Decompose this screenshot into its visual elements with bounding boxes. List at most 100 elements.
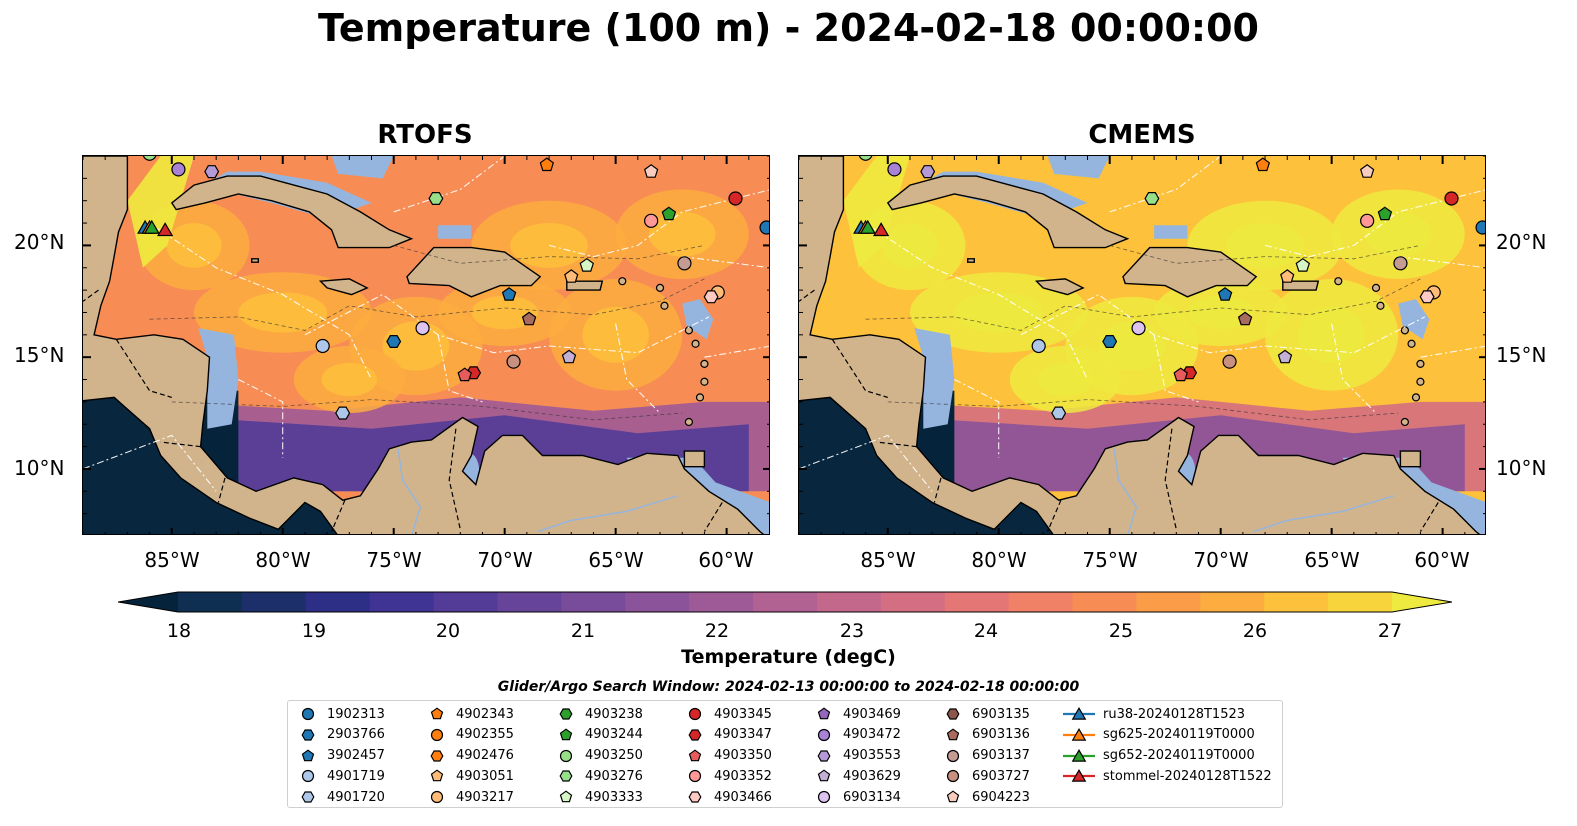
legend-marker <box>946 749 960 762</box>
eez-boundary <box>149 222 372 380</box>
legend-item: 6903136 <box>941 725 1030 745</box>
hexagon-icon <box>817 749 831 762</box>
legend-item: 4903051 <box>425 766 514 786</box>
lat-label-right: 15°N <box>1496 343 1547 367</box>
legend-marker <box>1071 769 1087 783</box>
colorbar-segment <box>944 592 1010 612</box>
warm-eddy-core <box>166 223 222 268</box>
lon-label: 80°W <box>255 548 311 572</box>
pentagon-icon <box>430 707 444 720</box>
pentagon-icon <box>430 769 444 782</box>
colorbar-segment <box>369 592 435 612</box>
legend-label: 4903352 <box>714 768 772 784</box>
float-marker <box>1393 256 1408 271</box>
legend-item: 4903469 <box>812 704 901 724</box>
legend-marker <box>559 790 573 803</box>
antilles-island <box>1334 277 1343 286</box>
hexagon-icon <box>430 749 444 762</box>
legend-label: 4903345 <box>714 706 772 722</box>
triangle-icon <box>1063 769 1095 783</box>
float-marker <box>335 406 351 420</box>
shallow-shelf <box>1398 299 1430 340</box>
pacific-coastline <box>83 396 338 534</box>
legend-marker <box>688 707 702 721</box>
legend-label: 4903051 <box>456 768 514 784</box>
legend-item: 6903134 <box>812 787 901 807</box>
float-marker <box>1031 338 1046 354</box>
country-border <box>831 338 888 398</box>
warm-eddy-core <box>510 223 588 268</box>
cmems-map[interactable] <box>798 155 1486 535</box>
pentagon-icon <box>688 749 702 761</box>
triangle-icon <box>1063 707 1095 720</box>
shallow-shelf <box>331 156 394 179</box>
cmems-panel-title: CMEMS <box>1088 120 1196 150</box>
colorbar-tick: 18 <box>166 620 192 642</box>
lon-label: 85°W <box>144 548 200 572</box>
legend-marker <box>817 749 831 762</box>
legend-label: 4903238 <box>585 706 643 722</box>
antilles-island <box>1416 359 1425 368</box>
legend-label: ru38-20240128T1523 <box>1103 706 1246 722</box>
float-marker <box>728 191 743 206</box>
shallow-shelf <box>682 299 714 340</box>
colorbar-label: Temperature (degC) <box>681 646 896 668</box>
antilles-island <box>655 283 665 292</box>
antilles-island <box>700 377 709 386</box>
legend-item: 4903472 <box>812 725 901 745</box>
hexagon-icon <box>301 791 315 803</box>
circle-icon <box>688 770 702 783</box>
colorbar-tick: 23 <box>839 620 865 642</box>
rtofs-map-canvas <box>83 156 769 534</box>
colorbar-segment <box>689 592 754 612</box>
eez-boundary <box>1109 156 1222 213</box>
country-border <box>83 289 99 302</box>
legend-item: 3902457 <box>296 746 385 766</box>
float-marker <box>1377 206 1393 221</box>
pacific-ocean <box>83 397 337 534</box>
caymans-island <box>966 258 976 263</box>
legend-item: 6903727 <box>941 766 1030 786</box>
river <box>1253 495 1395 533</box>
legend-item: 4902343 <box>425 704 514 724</box>
warm-eddy-core <box>954 292 1044 333</box>
float-marker <box>1295 257 1311 272</box>
legend-label: 6904223 <box>972 789 1030 805</box>
legend-label: 4902476 <box>456 748 514 764</box>
circle-icon <box>817 791 831 804</box>
float-marker <box>1444 191 1459 206</box>
legend-item: 4902476 <box>425 746 514 766</box>
lon-label: 80°W <box>971 548 1027 572</box>
rtofs-map[interactable] <box>82 155 770 535</box>
legend-label: stommel-20240128T1522 <box>1103 768 1272 784</box>
legend-item: 6903137 <box>941 746 1030 766</box>
legend-item: 6904223 <box>941 787 1030 807</box>
float-marker <box>677 256 692 271</box>
pacific-ocean <box>799 397 1053 534</box>
depth-contour <box>393 245 705 264</box>
pentagon-icon <box>817 769 831 782</box>
eez-boundary <box>1331 323 1377 414</box>
float-marker <box>204 165 220 179</box>
antilles-island <box>1411 393 1421 402</box>
colorbar-tick: 19 <box>301 620 327 642</box>
country-border <box>1419 502 1439 532</box>
colorbar-segment <box>1136 592 1201 612</box>
country-border <box>115 338 172 398</box>
circle-icon <box>559 749 573 762</box>
legend-item: 4903333 <box>554 787 643 807</box>
legend-label: 4903276 <box>585 768 643 784</box>
legend-item: 4902355 <box>425 725 514 745</box>
colorbar-extend-high <box>1392 592 1452 612</box>
float-marker <box>142 156 157 161</box>
float-marker <box>887 162 902 177</box>
legend-label: sg625-20240119T0000 <box>1103 727 1255 743</box>
float-marker <box>579 257 595 272</box>
yucatan-warm-current <box>843 156 910 268</box>
legend-item: 6903135 <box>941 704 1030 724</box>
antilles-island <box>691 339 700 348</box>
lat-label-left: 10°N <box>14 456 65 480</box>
lon-label: 75°W <box>366 548 422 572</box>
pacific-coastline <box>799 396 1054 534</box>
yucatan-warm-current <box>127 156 194 268</box>
